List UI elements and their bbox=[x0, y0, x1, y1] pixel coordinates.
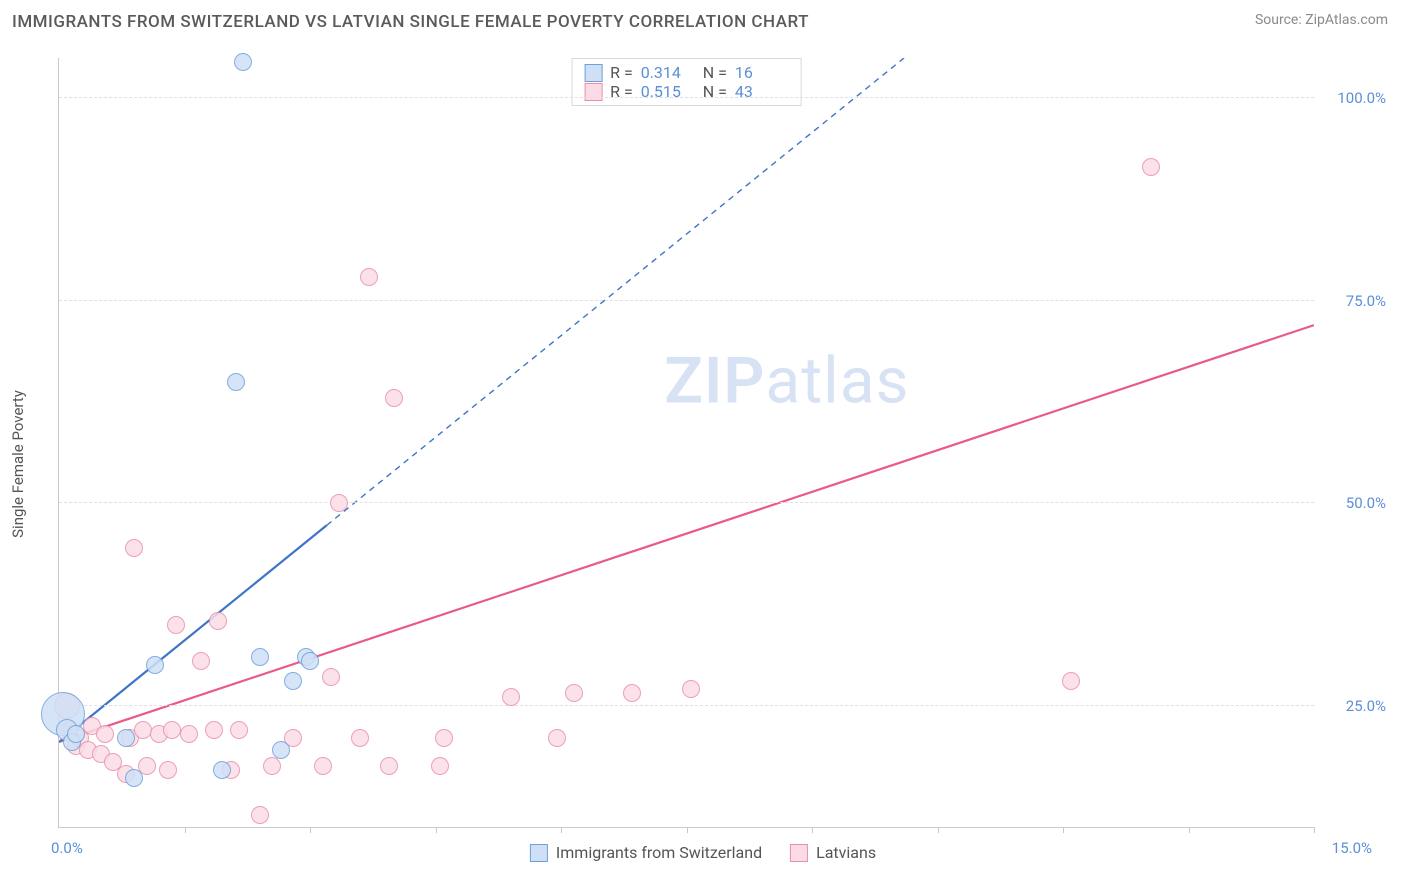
series-legend: Immigrants from Switzerland Latvians bbox=[530, 843, 876, 862]
data-point bbox=[314, 757, 332, 775]
data-point bbox=[251, 648, 269, 666]
gridline bbox=[59, 705, 1314, 706]
data-point bbox=[125, 539, 143, 557]
gridline bbox=[59, 97, 1314, 98]
x-max-label: 15.0% bbox=[1332, 839, 1372, 857]
data-point bbox=[431, 757, 449, 775]
y-tick-label: 100.0% bbox=[1337, 89, 1386, 107]
legend-item-latvian: Latvians bbox=[790, 843, 876, 862]
source-label: Source: ZipAtlas.com bbox=[1255, 12, 1388, 28]
legend-item-swiss: Immigrants from Switzerland bbox=[530, 843, 762, 862]
data-point bbox=[180, 725, 198, 743]
x-tick bbox=[561, 827, 562, 833]
data-point bbox=[159, 761, 177, 779]
x-tick bbox=[812, 827, 813, 833]
data-point bbox=[272, 741, 290, 759]
data-point bbox=[213, 761, 231, 779]
y-tick-label: 75.0% bbox=[1346, 292, 1386, 310]
data-point bbox=[322, 668, 340, 686]
legend-row-swiss: R = 0.314 N = 16 bbox=[584, 63, 789, 82]
data-point bbox=[230, 721, 248, 739]
x-tick bbox=[1314, 827, 1315, 833]
x-tick bbox=[310, 827, 311, 833]
data-point bbox=[502, 688, 520, 706]
y-tick-label: 50.0% bbox=[1346, 494, 1386, 512]
data-point bbox=[234, 53, 252, 71]
data-point bbox=[301, 652, 319, 670]
chart-title: IMMIGRANTS FROM SWITZERLAND VS LATVIAN S… bbox=[12, 12, 809, 32]
swatch-latvian-icon bbox=[790, 844, 808, 862]
x-tick bbox=[938, 827, 939, 833]
data-point bbox=[284, 672, 302, 690]
data-point bbox=[360, 268, 378, 286]
data-point bbox=[330, 494, 348, 512]
x-tick bbox=[436, 827, 437, 833]
data-point bbox=[146, 656, 164, 674]
gridline bbox=[59, 300, 1314, 301]
data-point bbox=[209, 612, 227, 630]
data-point bbox=[565, 684, 583, 702]
gridline bbox=[59, 502, 1314, 503]
data-point bbox=[1142, 158, 1160, 176]
data-point bbox=[67, 725, 85, 743]
data-point bbox=[435, 729, 453, 747]
watermark: ZIPatlas bbox=[664, 343, 909, 418]
x-tick bbox=[687, 827, 688, 833]
x-tick bbox=[1063, 827, 1064, 833]
data-point bbox=[351, 729, 369, 747]
data-point bbox=[1062, 672, 1080, 690]
data-point bbox=[263, 757, 281, 775]
y-tick-label: 25.0% bbox=[1346, 697, 1386, 715]
chart-container: Single Female Poverty ZIPatlas R = 0.314… bbox=[12, 48, 1394, 880]
x-tick bbox=[1189, 827, 1190, 833]
data-point bbox=[380, 757, 398, 775]
data-point bbox=[251, 806, 269, 824]
data-point bbox=[205, 721, 223, 739]
data-point bbox=[682, 680, 700, 698]
data-point bbox=[227, 373, 245, 391]
data-point bbox=[192, 652, 210, 670]
swatch-swiss bbox=[584, 64, 602, 82]
swatch-swiss-icon bbox=[530, 844, 548, 862]
trend-lines bbox=[59, 58, 1314, 827]
data-point bbox=[134, 721, 152, 739]
y-axis-label: Single Female Poverty bbox=[9, 390, 27, 538]
data-point bbox=[167, 616, 185, 634]
data-point bbox=[117, 729, 135, 747]
data-point bbox=[96, 725, 114, 743]
data-point bbox=[623, 684, 641, 702]
data-point bbox=[125, 769, 143, 787]
plot-area: ZIPatlas R = 0.314 N = 16 R = 0.515 N = … bbox=[58, 58, 1314, 828]
x-tick bbox=[185, 827, 186, 833]
x-min-label: 0.0% bbox=[51, 839, 83, 857]
data-point bbox=[163, 721, 181, 739]
correlation-legend: R = 0.314 N = 16 R = 0.515 N = 43 bbox=[571, 58, 802, 106]
data-point bbox=[548, 729, 566, 747]
data-point bbox=[385, 389, 403, 407]
